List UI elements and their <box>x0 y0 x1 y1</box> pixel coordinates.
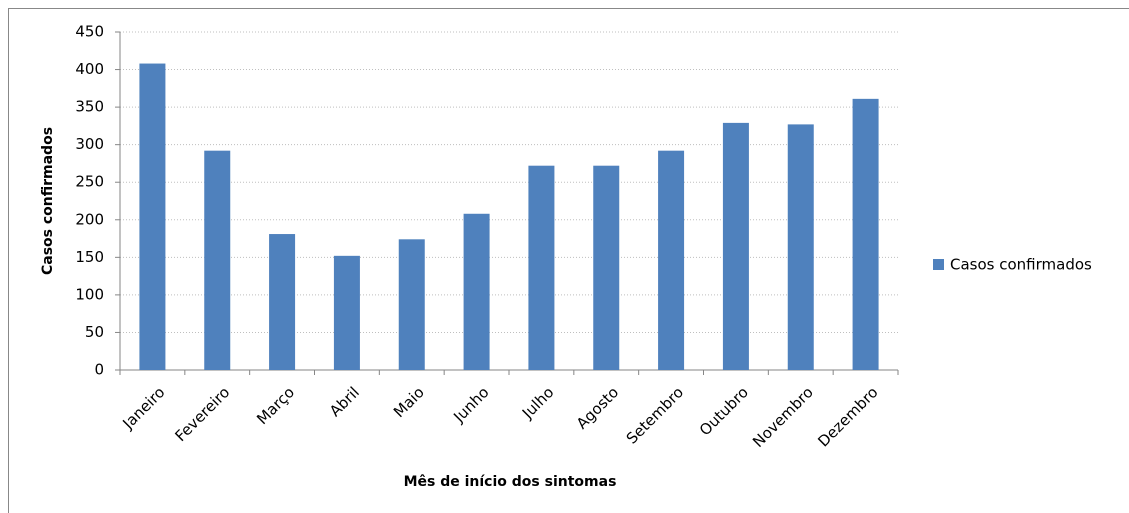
bar <box>787 124 814 371</box>
y-tick-label: 150 <box>75 248 104 266</box>
y-tick-label: 50 <box>85 323 104 341</box>
x-tick-label: Março <box>253 383 298 428</box>
bar <box>204 150 231 370</box>
x-axis-title: Mês de início dos sintomas <box>404 474 617 490</box>
x-tick-label: Abril <box>326 383 363 420</box>
x-tick-label: Dezembro <box>814 383 881 450</box>
legend-swatch <box>933 259 944 270</box>
legend-label: Casos confirmados <box>950 256 1092 274</box>
x-tick-label: Julho <box>518 383 557 422</box>
y-tick-label: 350 <box>75 98 104 116</box>
y-axis-title: Casos confirmados <box>40 127 56 275</box>
x-tick-label: Fevereiro <box>171 383 233 445</box>
bar <box>463 213 490 370</box>
x-tick-label: Setembro <box>623 383 687 447</box>
bar <box>528 165 555 370</box>
x-tick-label: Agosto <box>573 383 622 432</box>
y-tick-label: 250 <box>75 173 104 191</box>
chart-frame <box>8 8 1129 513</box>
x-tick-label: Outubro <box>696 383 752 439</box>
bar <box>722 122 749 370</box>
bar <box>593 165 620 370</box>
bar <box>139 63 166 371</box>
bar <box>658 150 685 370</box>
bar <box>269 234 296 370</box>
x-tick-label: Novembro <box>749 383 817 451</box>
bar <box>398 239 425 370</box>
x-tick-label: Junho <box>449 383 492 426</box>
y-tick-label: 400 <box>75 60 104 78</box>
y-tick-label: 100 <box>75 285 104 303</box>
y-tick-label: 300 <box>75 135 104 153</box>
y-tick-label: 200 <box>75 210 104 228</box>
y-tick-label: 0 <box>94 361 104 379</box>
x-tick-label: Janeiro <box>119 383 169 433</box>
y-tick-label: 450 <box>75 23 104 41</box>
bar <box>333 255 360 370</box>
bar <box>852 98 879 371</box>
x-tick-label: Maio <box>390 383 428 421</box>
